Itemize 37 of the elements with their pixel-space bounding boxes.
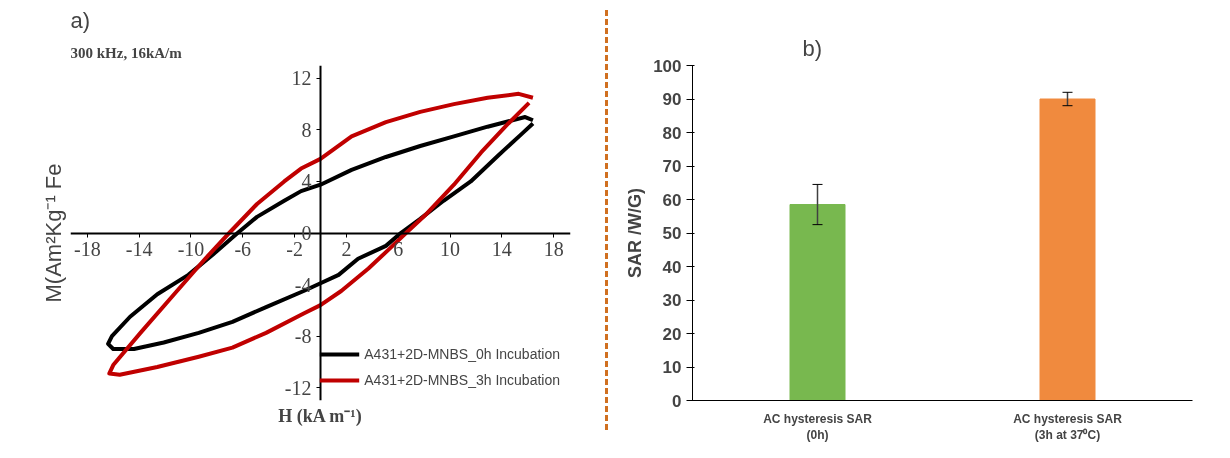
x-tick-label: -14: [125, 238, 153, 260]
x-tick-label: -18: [74, 238, 101, 260]
y-tick-label: 80: [662, 123, 682, 143]
x-tick-label: 14: [491, 238, 512, 260]
x-tick-label: AC hysteresis SAR (3h at 37⁰C): [1013, 411, 1123, 443]
y-tick-label: 8: [301, 118, 312, 141]
x-tick-label: 18: [543, 238, 564, 260]
x-tick-label: 10: [440, 238, 461, 260]
y-tick-label: 0: [672, 391, 682, 411]
y-tick-label: 60: [662, 190, 682, 210]
x-tick-label: 6: [393, 238, 404, 260]
x-tick-label: AC hysteresis SAR (0h): [763, 411, 873, 443]
y-tick-label: -4: [294, 273, 312, 296]
x-tick-label: -2: [286, 238, 303, 260]
chart-title: b): [802, 35, 823, 61]
x-axis-title: H (kA m⁻¹): [278, 405, 362, 427]
y-tick-label: 50: [662, 224, 682, 243]
y-tick-label: 100: [653, 56, 682, 76]
y-tick-label: -8: [294, 325, 312, 348]
y-tick-label: 12: [291, 67, 312, 90]
y-tick-label: 20: [662, 324, 682, 344]
y-tick-label: -12: [284, 376, 312, 399]
y-tick-label: 90: [662, 90, 682, 109]
y-axis-title: M(Am²Kg⁻¹ Fe: [40, 163, 66, 303]
text: 300 kHz, 16kA/m: [70, 44, 183, 61]
y-tick-label: 4: [301, 170, 312, 193]
y-tick-label: 30: [662, 291, 682, 310]
legend-label: A431+2D-MNBS_0h Incubation: [364, 346, 560, 362]
legend-label: A431+2D-MNBS_3h Incubation: [364, 372, 560, 388]
x-tick-label: -10: [177, 238, 205, 260]
y-tick-label: 40: [662, 257, 682, 277]
y-axis-title: SAR /W/G): [625, 188, 646, 278]
chart-title: a): [70, 7, 91, 33]
y-tick-label: 70: [662, 157, 682, 176]
y-tick-label: 10: [662, 358, 682, 377]
x-tick-label: -6: [234, 238, 252, 260]
x-tick-label: 2: [341, 238, 352, 260]
